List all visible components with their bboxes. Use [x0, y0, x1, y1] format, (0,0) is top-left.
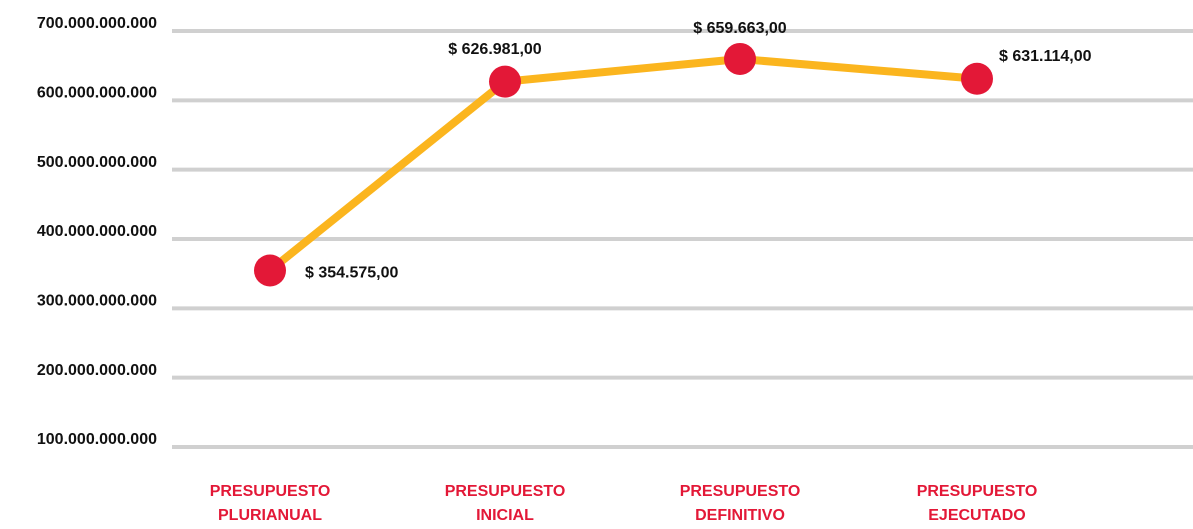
y-tick-label: 600.000.000.000	[37, 85, 157, 102]
data-label: $ 354.575,00	[305, 265, 399, 282]
x-tick-label: PRESUPUESTO PLURIANUAL	[210, 483, 331, 524]
data-label: $ 631.114,00	[999, 48, 1092, 65]
y-tick-label: 700.000.000.000	[37, 15, 157, 32]
x-tick-label: PRESUPUESTO DEFINITIVO	[680, 483, 801, 524]
point	[254, 254, 286, 287]
y-tick-label: 200.000.000.000	[37, 362, 157, 379]
y-tick-label: 500.000.000.000	[37, 154, 157, 171]
x-tick-label: PRESUPUESTO INICIAL	[445, 483, 566, 524]
line	[267, 54, 978, 274]
point	[961, 62, 993, 95]
point	[489, 65, 521, 98]
point	[724, 42, 756, 75]
data-label: $ 626.981,00	[448, 41, 542, 58]
y-tick-label: 400.000.000.000	[37, 223, 157, 240]
data-label: $ 659.663,00	[693, 20, 787, 37]
y-tick-label: 300.000.000.000	[37, 293, 157, 310]
x-tick-label: PRESUPUESTO EJECUTADO	[917, 483, 1038, 524]
y-tick-label: 100.000.000.000	[37, 431, 157, 448]
